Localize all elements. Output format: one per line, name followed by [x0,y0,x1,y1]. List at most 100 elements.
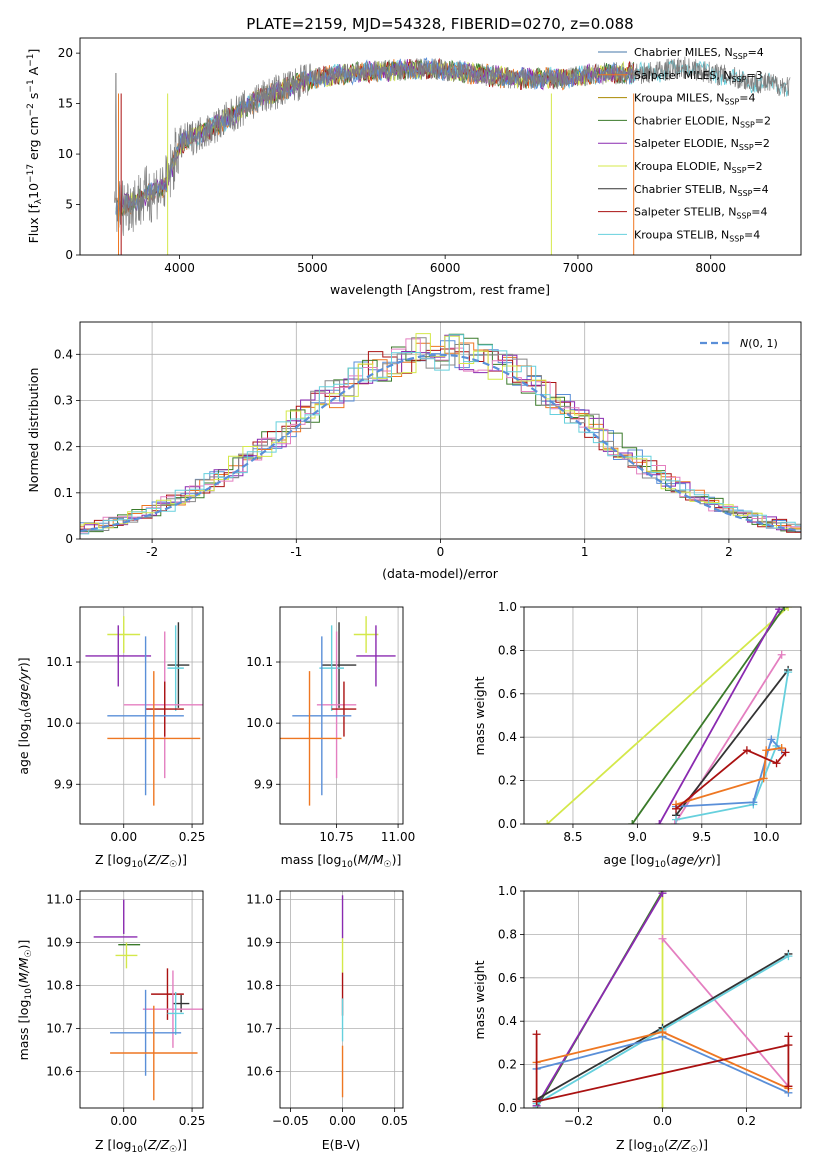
y-tick-label: 10.0 [46,716,73,730]
x-axis-label: wavelength [Angstrom, rest frame] [330,282,550,297]
y-tick-label: 10.0 [246,716,273,730]
series-marker [784,952,793,961]
legend-entry: Kroupa STELIB, NSSP=4 [634,228,760,243]
errorbar-point [331,681,357,737]
x-tick-label: 6000 [430,261,461,275]
chart-title: PLATE=2159, MJD=54328, FIBERID=0270, z=0… [246,15,633,33]
series-line [675,671,789,821]
x-axis-label: Z [log10(Z/Z☉)] [95,1137,187,1155]
y-tick-label: 10.1 [246,655,273,669]
errorbars [85,616,203,806]
x-tick-label: 5000 [297,261,328,275]
y-axis-label: Flux [fλ10−17 erg cm−2 s−1 A−1] [26,49,44,244]
x-axis-label: mass [log10(M/M☉)] [281,852,402,870]
y-tick-label: 0.0 [498,1101,517,1115]
errorbars [93,899,203,1101]
series-line [675,669,789,816]
age-vs-mass-panel: 10.75 11.00 9.9 10.0 10.1 mass [log10(M/M☉)] [246,606,415,870]
y-axis-label: mass [log10(M/M☉)] [16,940,34,1061]
errorbar-point [167,991,184,1035]
series-marker [658,1104,667,1108]
x-tick-label: 0.25 [179,1114,206,1128]
spectrum-lines [114,56,791,255]
series-marker [672,804,681,813]
x-tick-label: 8.5 [563,830,582,844]
massweight-vs-metallicity-panel: −0.2 0.0 0.2 0.0 0.2 0.4 0.6 0.8 1.0 Z [log10(Z/Z… [472,884,802,1155]
series-line [631,607,786,824]
x-tick-label: 0.00 [110,1114,137,1128]
series-line [535,892,664,1107]
y-tick-label: 10.8 [46,979,73,993]
y-tick-label: 0.2 [498,774,517,788]
y-tick-label: 0.6 [498,971,517,985]
y-axis-label: mass weight [472,676,487,755]
x-tick-label: -2 [146,545,158,559]
legend-entry: Chabrier MILES, NSSP=4 [634,46,764,61]
y-tick-label: 9.9 [254,777,273,791]
series-line [675,747,782,806]
errorbar-point [167,622,190,708]
series-marker [784,668,793,677]
errorbar-point [142,970,203,1048]
x-axis-label: (data-model)/error [382,566,499,581]
errorbar-point [316,631,357,779]
x-tick-label: 4000 [164,261,195,275]
series-marker [655,820,664,824]
legend-entry: Chabrier ELODIE, NSSP=2 [634,114,771,129]
y-tick-label: 11.0 [246,893,273,907]
y-tick-label: 10.7 [246,1022,273,1036]
y-tick-label: 0.2 [54,440,73,454]
normal-curve [80,353,799,532]
legend-entry: Salpeter STELIB, NSSP=4 [634,206,767,221]
series-marker [672,815,681,824]
series-marker [784,1032,793,1041]
x-tick-label: 0.25 [179,830,206,844]
x-tick-label: 1 [581,545,589,559]
errorbars [280,616,396,806]
errorbar-point [107,616,141,653]
series-marker [658,1028,667,1037]
y-axis-label: mass weight [472,960,487,1039]
series-line [546,607,789,824]
y-tick-label: 10.9 [46,936,73,950]
legend-entry: Salpeter MILES, NSSP=3 [634,69,763,84]
y-axis-label: age [log10(age/yr)] [16,657,34,774]
errorbar-point [110,1005,198,1101]
legend-entry: Chabrier STELIB, NSSP=4 [634,183,769,198]
errorbar-point [292,636,352,796]
axes-frame [279,890,404,1109]
series-marker [628,820,637,824]
histogram-step [80,342,801,529]
y-tick-label: 0.4 [54,347,73,361]
y-tick-label: 0.6 [498,687,517,701]
errorbar-point [145,681,184,737]
y-tick-label: 0.2 [498,1058,517,1072]
y-tick-label: 0.8 [498,643,517,657]
y-tick-label: 15 [58,97,73,111]
mass-vs-metallicity-panel: 0.00 0.25 10.6 10.7 10.8 10.9 11.0 Z [log10(Z/Z… [16,890,206,1155]
massweight-vs-age-panel: 8.5 9.0 9.5 10.0 0.0 0.2 0.4 0.6 0.8 1.0 age [log1… [472,600,802,870]
series-marker [781,748,790,757]
y-tick-label: 1.0 [498,884,517,898]
y-tick-label: 10.8 [246,979,273,993]
series-marker [749,798,758,807]
histogram-step [80,333,801,530]
y-tick-label: 0.1 [54,486,73,500]
series-marker [772,759,781,768]
x-tick-label: 0 [437,545,445,559]
axes-frame [523,606,802,825]
age-vs-metallicity-panel: 0.00 0.25 9.9 10.0 10.1 Z [log10(Z/Z☉)] age [l… [16,606,206,870]
errorbar-point [280,671,342,806]
series-marker [759,774,768,783]
x-tick-label: 0.2 [737,1114,756,1128]
x-axis-label: age [log10(age/yr)] [603,852,720,870]
errorbar-point [167,625,184,711]
errorbar-point [107,671,201,806]
errorbar-point [356,625,396,687]
x-tick-label: 11.00 [381,830,415,844]
series-marker [658,934,667,943]
mass-vs-extinction-panel: −0.05 0.00 0.05 10.6 10.7 10.8 10.9 11.0 E(B-V) [246,890,408,1152]
series-marker [780,607,789,611]
legend-entry: Kroupa MILES, NSSP=4 [634,92,755,107]
